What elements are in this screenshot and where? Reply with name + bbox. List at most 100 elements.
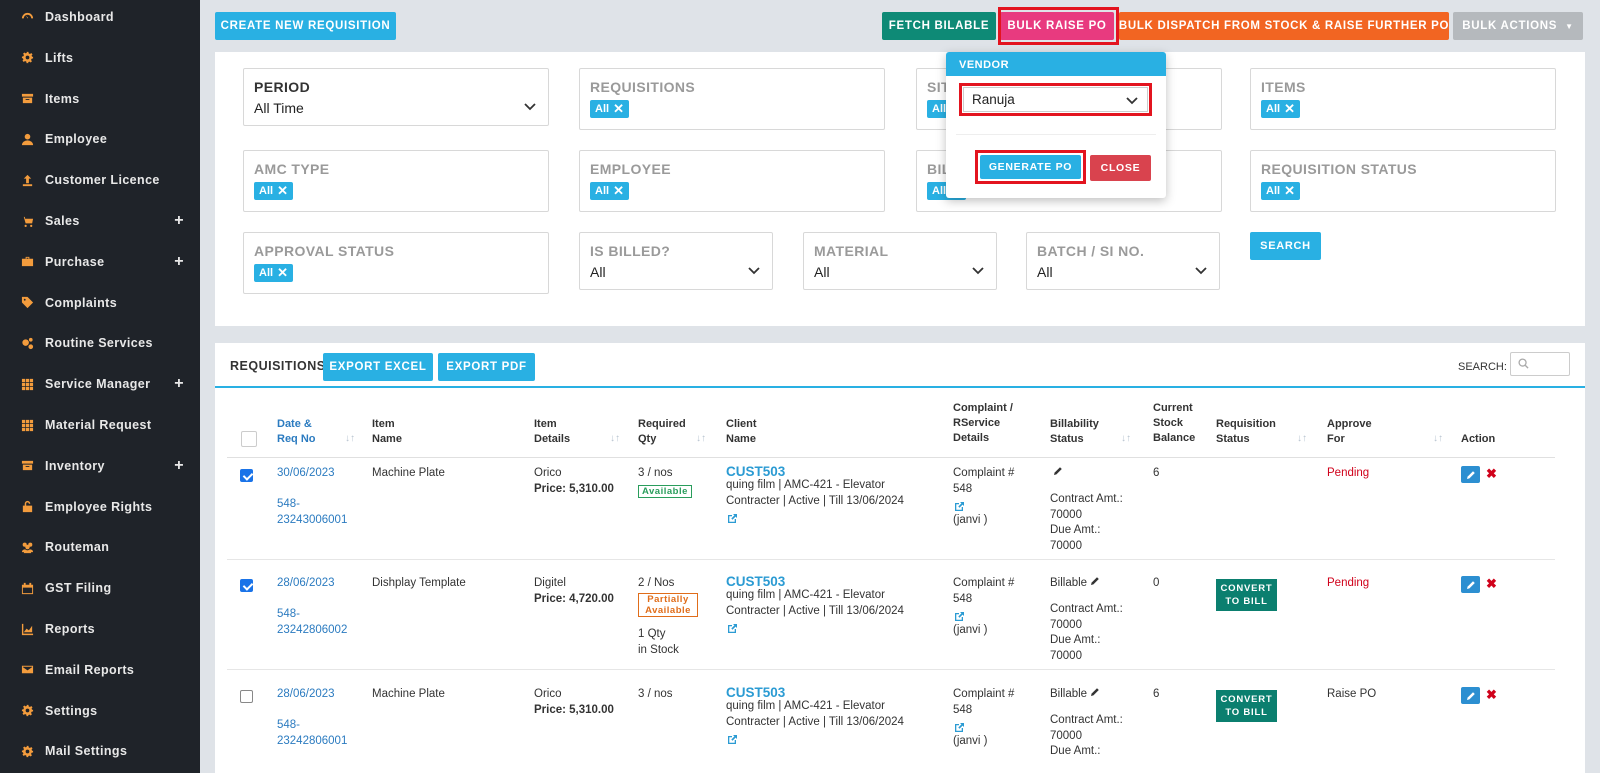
- sidebar-item-complaints[interactable]: Complaints: [0, 283, 200, 323]
- all-tag[interactable]: All✕: [254, 264, 293, 282]
- sidebar-item-employee-rights[interactable]: Employee Rights: [0, 487, 200, 527]
- request-date-link[interactable]: 28/06/2023: [277, 577, 335, 589]
- sidebar-item-customer-licence[interactable]: Customer Licence: [0, 160, 200, 200]
- generate-po-button[interactable]: GENERATE PO: [980, 155, 1081, 179]
- expand-plus-icon[interactable]: +: [174, 456, 184, 474]
- external-link-icon[interactable]: [727, 511, 738, 523]
- client-code-link[interactable]: CUST503: [726, 574, 786, 589]
- external-link-icon[interactable]: [727, 732, 738, 744]
- sidebar-item-inventory[interactable]: Inventory +: [0, 446, 200, 486]
- pencil-icon[interactable]: [1090, 686, 1100, 702]
- request-date-link[interactable]: 30/06/2023: [277, 467, 335, 479]
- col-required-qty-header[interactable]: Required Qty: [638, 417, 686, 447]
- client-code-link[interactable]: CUST503: [726, 685, 786, 700]
- close-icon[interactable]: ✕: [1284, 101, 1295, 116]
- sidebar-item-lifts[interactable]: Lifts: [0, 38, 200, 78]
- bulk-actions-dropdown[interactable]: BULK ACTIONS ▼: [1453, 12, 1583, 40]
- sidebar-item-settings[interactable]: Settings: [0, 691, 200, 731]
- request-number-link[interactable]: 23243006001: [277, 514, 348, 526]
- close-button[interactable]: CLOSE: [1090, 155, 1151, 181]
- sidebar-item-reports[interactable]: Reports: [0, 609, 200, 649]
- all-tag[interactable]: All✕: [254, 182, 293, 200]
- col-stock-header[interactable]: Current Stock Balance: [1153, 401, 1195, 446]
- col-item-name-header[interactable]: Item Name: [372, 417, 402, 447]
- request-date-link[interactable]: 28/06/2023: [277, 688, 335, 700]
- edit-button[interactable]: [1461, 466, 1480, 483]
- client-code-link[interactable]: CUST503: [726, 464, 786, 479]
- sort-icon[interactable]: ↓↑: [696, 433, 706, 444]
- close-icon[interactable]: ✕: [613, 183, 624, 198]
- external-link-icon[interactable]: [954, 499, 965, 511]
- col-client-name-header[interactable]: Client Name: [726, 417, 757, 447]
- edit-button[interactable]: [1461, 687, 1480, 704]
- sidebar-item-dashboard[interactable]: Dashboard: [0, 0, 200, 37]
- close-icon[interactable]: ✕: [277, 265, 288, 280]
- col-complaint-header[interactable]: Complaint / RService Details: [953, 401, 1013, 446]
- close-icon[interactable]: ✕: [613, 101, 624, 116]
- sidebar-item-service-manager[interactable]: Service Manager +: [0, 364, 200, 404]
- request-number-link[interactable]: 23242806001: [277, 735, 348, 747]
- col-approve-for-header[interactable]: Approve For: [1327, 417, 1372, 447]
- requisitions-filter[interactable]: REQUISITIONS All ✕: [579, 68, 885, 130]
- is-billed-filter[interactable]: IS BILLED? All: [579, 232, 773, 290]
- sort-icon[interactable]: ↓↑: [1121, 433, 1131, 444]
- request-number-link[interactable]: 548-: [277, 608, 301, 620]
- sort-icon[interactable]: ↓↑: [1433, 433, 1443, 444]
- external-link-icon[interactable]: [727, 621, 738, 633]
- employee-filter[interactable]: EMPLOYEE All ✕: [579, 150, 885, 212]
- period-filter[interactable]: PERIOD All Time: [243, 68, 549, 126]
- col-billability-header[interactable]: Billability Status: [1050, 417, 1099, 447]
- expand-plus-icon[interactable]: +: [174, 375, 184, 393]
- vendor-select[interactable]: Ranuja: [963, 87, 1148, 112]
- sidebar-item-employee[interactable]: Employee: [0, 119, 200, 159]
- sort-icon[interactable]: ↓↑: [345, 433, 355, 444]
- sidebar-item-email-reports[interactable]: Email Reports: [0, 650, 200, 690]
- all-tag[interactable]: All✕: [1261, 182, 1300, 200]
- sidebar-item-purchase[interactable]: Purchase +: [0, 242, 200, 282]
- material-filter[interactable]: MATERIAL All: [803, 232, 997, 290]
- delete-icon[interactable]: ✖: [1486, 576, 1497, 591]
- batch-filter[interactable]: BATCH / SI NO. All: [1026, 232, 1220, 290]
- fetch-billable-button[interactable]: FETCH BILABLE: [882, 12, 996, 40]
- sidebar-item-sales[interactable]: Sales +: [0, 201, 200, 241]
- request-number-link[interactable]: 23242806002: [277, 624, 348, 636]
- col-item-details-header[interactable]: Item Details: [534, 417, 570, 447]
- create-requisition-button[interactable]: CREATE NEW REQUISITION: [215, 12, 396, 40]
- convert-to-bill-button[interactable]: CONVERT TO BILL: [1216, 690, 1277, 722]
- sidebar-item-routine-services[interactable]: Routine Services: [0, 323, 200, 363]
- convert-to-bill-button[interactable]: CONVERT TO BILL: [1216, 579, 1277, 611]
- table-search-input[interactable]: [1510, 352, 1570, 376]
- sort-icon[interactable]: ↓↑: [610, 433, 620, 444]
- request-number-link[interactable]: 548-: [277, 498, 301, 510]
- search-button[interactable]: SEARCH: [1250, 232, 1321, 260]
- external-link-icon[interactable]: [954, 609, 965, 621]
- sidebar-item-mail-settings[interactable]: Mail Settings: [0, 731, 200, 771]
- row-select-checkbox[interactable]: [240, 579, 253, 592]
- all-tag[interactable]: All✕: [590, 100, 629, 118]
- pencil-icon[interactable]: [1090, 575, 1100, 591]
- col-date-header[interactable]: Date & Req No: [277, 417, 316, 447]
- close-icon[interactable]: ✕: [277, 183, 288, 198]
- bulk-raise-po-button[interactable]: BULK RAISE PO: [1000, 12, 1114, 40]
- row-select-checkbox[interactable]: [240, 469, 253, 482]
- bulk-dispatch-button[interactable]: BULK DISPATCH FROM STOCK & RAISE FURTHER…: [1119, 12, 1449, 40]
- export-pdf-button[interactable]: EXPORT PDF: [438, 353, 535, 381]
- close-icon[interactable]: ✕: [1284, 183, 1295, 198]
- all-tag[interactable]: All✕: [590, 182, 629, 200]
- pencil-icon[interactable]: [1053, 465, 1063, 481]
- approval-status-filter[interactable]: APPROVAL STATUS All ✕: [243, 232, 549, 294]
- row-select-checkbox[interactable]: [240, 690, 253, 703]
- delete-icon[interactable]: ✖: [1486, 466, 1497, 481]
- items-filter[interactable]: ITEMS All ✕: [1250, 68, 1556, 130]
- col-requisition-status-header[interactable]: Requisition Status: [1216, 417, 1276, 447]
- external-link-icon[interactable]: [954, 720, 965, 732]
- all-tag[interactable]: All✕: [1261, 100, 1300, 118]
- amc-type-filter[interactable]: AMC TYPE All ✕: [243, 150, 549, 212]
- export-excel-button[interactable]: EXPORT EXCEL: [323, 353, 433, 381]
- sidebar-item-material-request[interactable]: Material Request: [0, 405, 200, 445]
- sidebar-item-items[interactable]: Items: [0, 79, 200, 119]
- select-all-checkbox[interactable]: [241, 431, 257, 447]
- request-number-link[interactable]: 548-: [277, 719, 301, 731]
- sort-icon[interactable]: ↓↑: [1297, 433, 1307, 444]
- sidebar-item-routeman[interactable]: Routeman: [0, 527, 200, 567]
